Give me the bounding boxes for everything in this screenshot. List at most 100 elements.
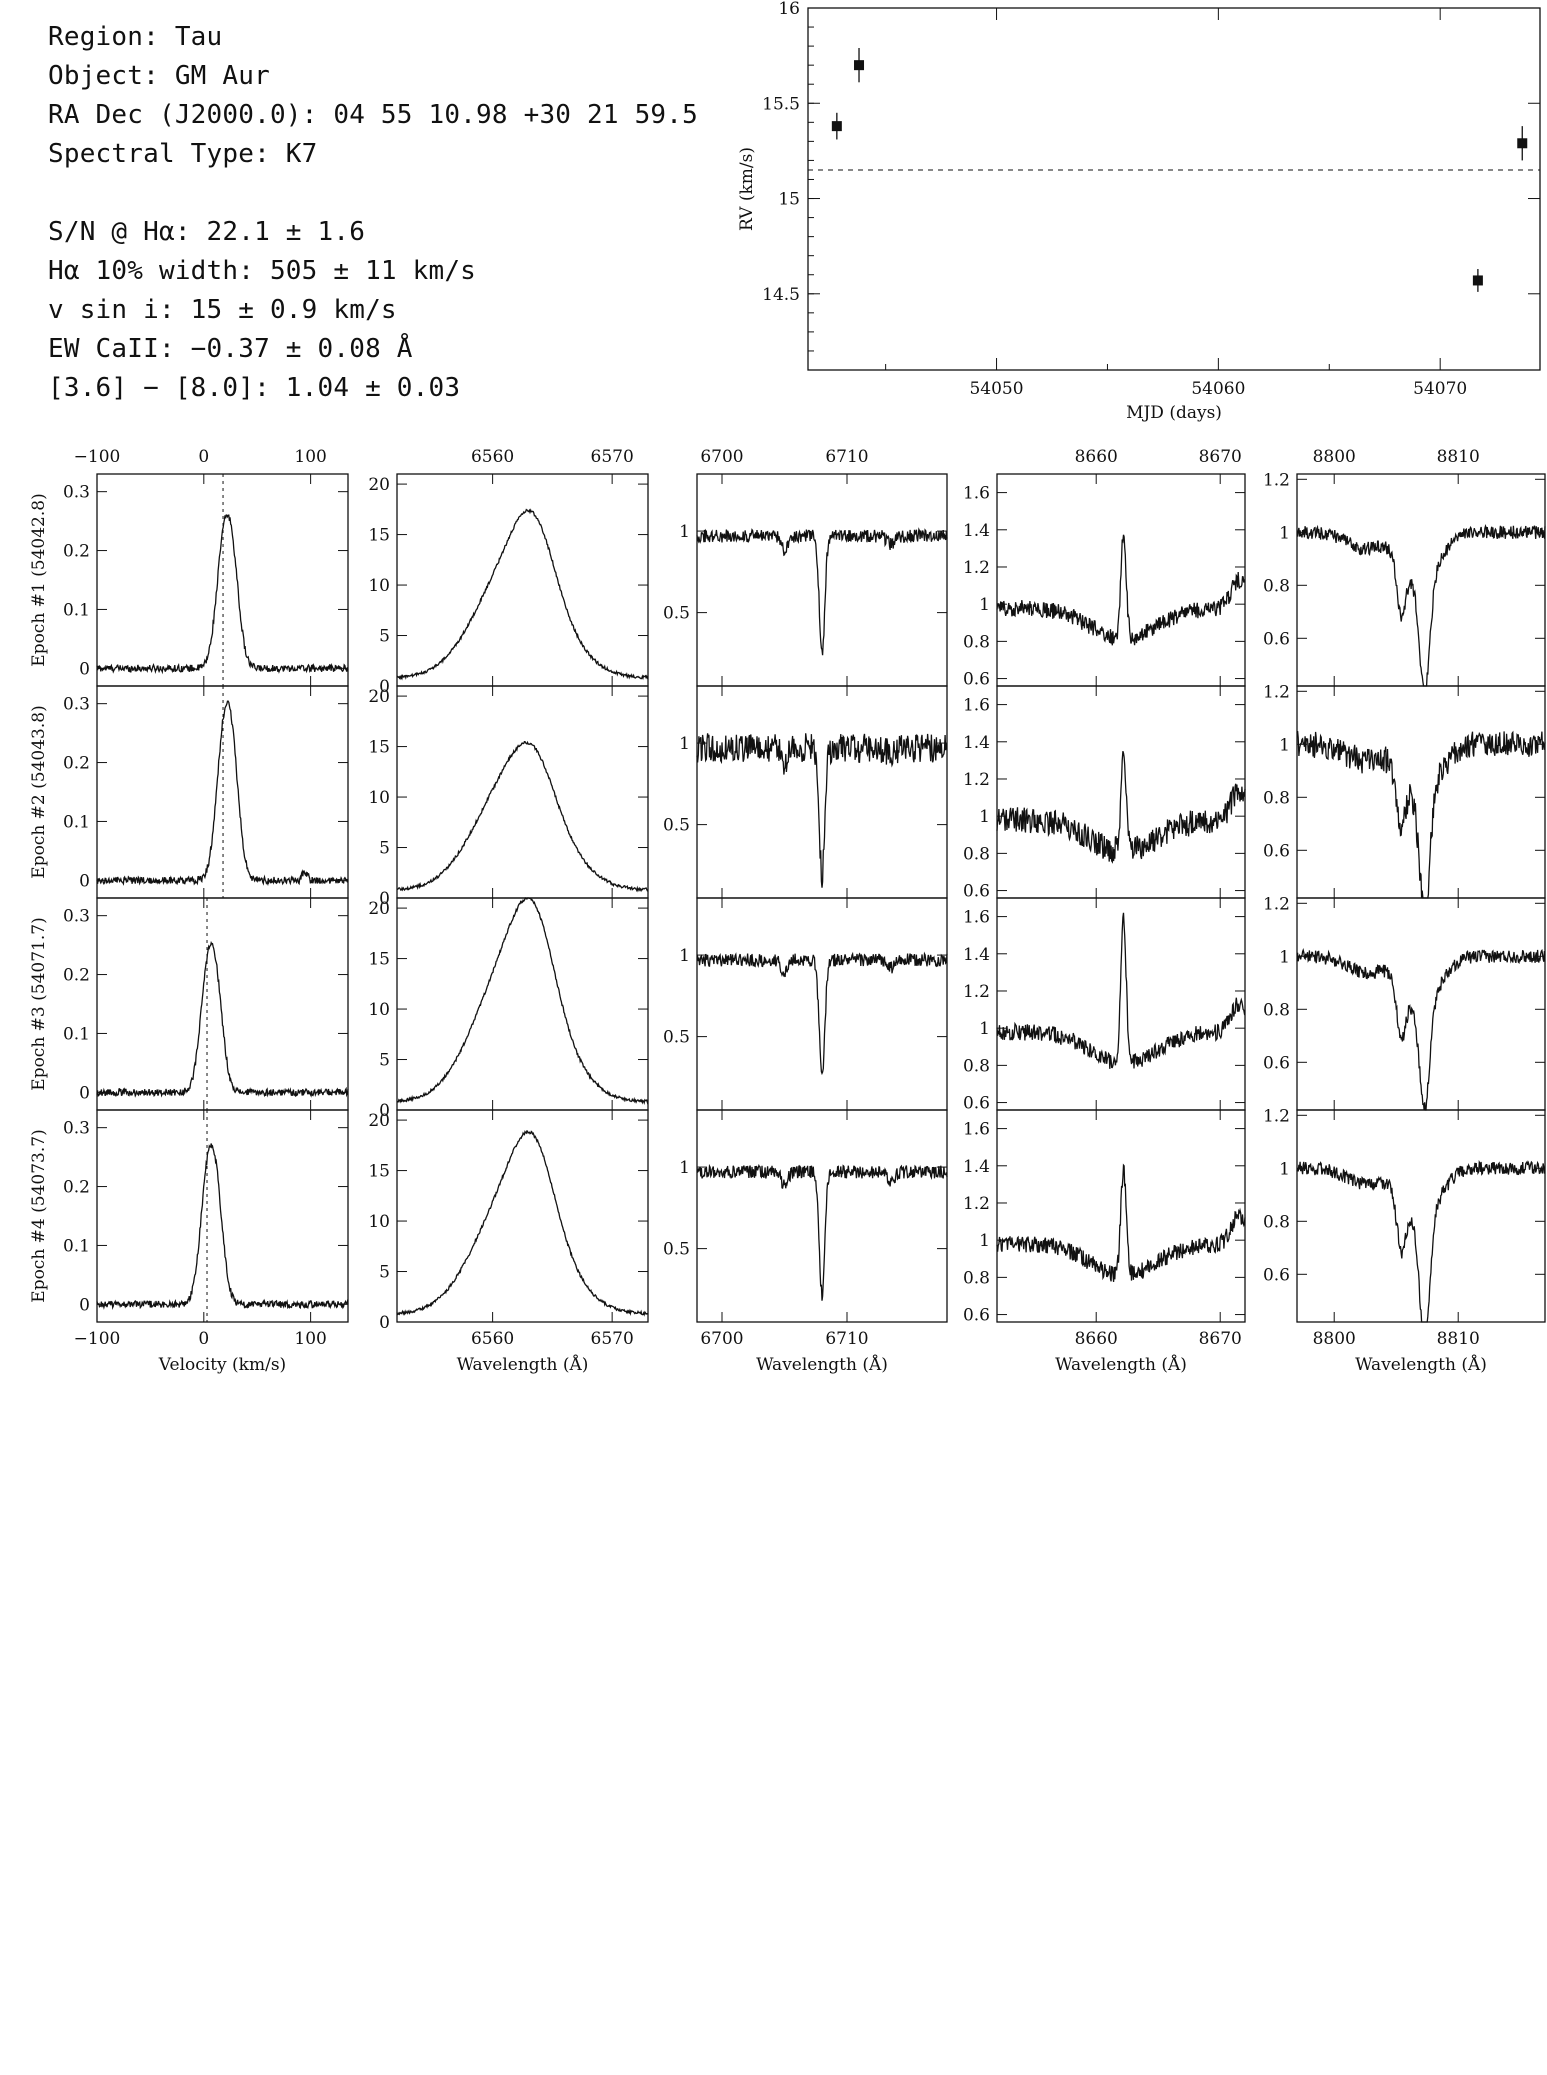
ca8807-ytick-label: 1.2: [1263, 894, 1290, 914]
ccf-frame-epoch-1: [96, 473, 349, 687]
epoch-label: Epoch #3 (54071.7): [29, 917, 49, 1090]
color-text: [3.6] − [8.0]: 1.04 ± 0.03: [48, 373, 461, 403]
rv-ytick-label: 15: [778, 190, 800, 210]
rv-point: [854, 60, 865, 71]
ccf-frame-epoch-3: [96, 897, 349, 1111]
ca8662-ytick-label: 1.2: [963, 982, 990, 1002]
halpha-frame-epoch-2: [396, 685, 649, 899]
ca8662-frame-epoch-3: [996, 897, 1246, 1111]
ccf-ytick-label: 0.3: [63, 483, 90, 503]
ew-caii-text: EW CaII: −0.37 ± 0.08 Å: [48, 334, 413, 364]
halpha-ytick-label: 5: [379, 1263, 390, 1283]
halpha-spectrum-epoch-2: [396, 740, 648, 893]
ccf-ytick-label: 0: [79, 1083, 90, 1103]
ca8807-frame-epoch-4: [1296, 1109, 1546, 1323]
ca8662-ytick-label: 1.2: [963, 558, 990, 578]
ccf-ytick-label: 0.2: [63, 966, 90, 986]
li-ytick-label: 1: [679, 522, 690, 542]
halpha-ytick-label: 5: [379, 839, 390, 859]
li-top-tick-label: 6700: [700, 447, 743, 467]
ccf-top-tick-label: 0: [198, 447, 209, 467]
ca8662-ytick-label: 1.4: [963, 945, 990, 965]
ca8662-bottom-tick-label: 8670: [1199, 1329, 1242, 1349]
ccf-xlabel: Velocity (km/s): [158, 1355, 286, 1375]
ccf-frame-epoch-4: [96, 1109, 349, 1323]
li-ytick-label: 1: [679, 946, 690, 966]
ccf-ytick-label: 0.3: [63, 907, 90, 927]
ca8807-ytick-label: 1: [1279, 523, 1290, 543]
halpha-ytick-label: 10: [368, 576, 390, 596]
ccf-ytick-label: 0: [79, 1295, 90, 1315]
halpha-ytick-label: 5: [379, 1051, 390, 1071]
ca8807-spectrum-epoch-4: [1296, 1159, 1546, 1323]
li-spectrum-epoch-4: [696, 1163, 948, 1301]
ccf-ytick-label: 0.1: [63, 1236, 90, 1256]
ccf-top-tick-label: 100: [294, 447, 326, 467]
li-ytick-label: 1: [679, 1158, 690, 1178]
halpha-ytick-label: 0: [379, 677, 390, 697]
halpha-spectrum-epoch-1: [396, 508, 649, 681]
ccf-ytick-label: 0.3: [63, 1119, 90, 1139]
halpha-ytick-label: 10: [368, 1212, 390, 1232]
sptype-text: Spectral Type: K7: [48, 139, 318, 169]
epoch-label: Epoch #4 (54073.7): [29, 1129, 49, 1302]
ca8807-ytick-label: 0.6: [1263, 1265, 1290, 1285]
ccf-bottom-tick-label: 100: [294, 1329, 326, 1349]
ccf-spectrum-epoch-1: [96, 514, 349, 675]
li-spectrum-epoch-1: [696, 527, 948, 656]
ca8807-spectrum-epoch-1: [1296, 523, 1546, 687]
ca8807-bottom-tick-label: 8800: [1313, 1329, 1356, 1349]
halpha-ytick-label: 20: [368, 899, 390, 919]
halpha-ytick-label: 5: [379, 627, 390, 647]
ca8662-top-tick-label: 8670: [1199, 447, 1242, 467]
ca8662-ytick-label: 1: [979, 1231, 990, 1251]
ca8662-top-tick-label: 8660: [1075, 447, 1118, 467]
ca8807-frame-epoch-2: [1296, 685, 1546, 899]
ca8662-ytick-label: 1: [979, 1019, 990, 1039]
ca8662-ytick-label: 1.6: [963, 696, 990, 716]
ccf-ytick-label: 0.1: [63, 1024, 90, 1044]
ca8807-ytick-label: 1: [1279, 735, 1290, 755]
ccf-ytick-label: 0: [79, 659, 90, 679]
li-frame-epoch-4: [696, 1109, 948, 1323]
ca8662-ytick-label: 1.6: [963, 484, 990, 504]
ca8662-ytick-label: 0.6: [963, 1306, 990, 1326]
ca8807-ytick-label: 0.8: [1263, 1212, 1290, 1232]
li-xlabel: Wavelength (Å): [756, 1354, 888, 1375]
ca8807-ytick-label: 0.8: [1263, 788, 1290, 808]
ca8662-ytick-label: 1: [979, 595, 990, 615]
rv-ytick-label: 15.5: [762, 94, 800, 114]
ca8662-ytick-label: 0.6: [963, 1094, 990, 1114]
ca8662-ytick-label: 1.4: [963, 1157, 990, 1177]
ha-width-text: Hα 10% width: 505 ± 11 km/s: [48, 256, 477, 286]
rv-ytick-label: 14.5: [762, 285, 800, 305]
halpha-ytick-label: 15: [368, 950, 390, 970]
ca8807-frame-epoch-1: [1296, 473, 1546, 687]
rv-point: [831, 121, 842, 132]
ca8662-spectrum-epoch-3: [996, 912, 1246, 1069]
ca8807-ytick-label: 1.2: [1263, 682, 1290, 702]
ccf-bottom-tick-label: 0: [198, 1329, 209, 1349]
halpha-ytick-label: 10: [368, 788, 390, 808]
ca8662-spectrum-epoch-2: [996, 751, 1246, 864]
rv-xtick-label: 54050: [969, 379, 1023, 399]
ca8662-ytick-label: 0.6: [963, 670, 990, 690]
halpha-ytick-label: 20: [368, 1111, 390, 1131]
halpha-ytick-label: 0: [379, 889, 390, 909]
ca8662-ytick-label: 1.4: [963, 733, 990, 753]
ccf-spectrum-epoch-3: [96, 940, 349, 1098]
rv-point: [1472, 275, 1483, 286]
halpha-spectrum-epoch-3: [396, 897, 649, 1106]
ccf-ytick-label: 0.2: [63, 542, 90, 562]
ccf-ytick-label: 0.1: [63, 812, 90, 832]
halpha-ytick-label: 0: [379, 1101, 390, 1121]
rv-ytick-label: 16: [778, 0, 800, 19]
ca8662-bottom-tick-label: 8660: [1075, 1329, 1118, 1349]
ca8662-spectrum-epoch-1: [996, 534, 1246, 646]
ccf-bottom-tick-label: −100: [74, 1329, 121, 1349]
ccf-ytick-label: 0.2: [63, 754, 90, 774]
vsini-text: v sin i: 15 ± 0.9 km/s: [48, 295, 397, 325]
li-ytick-label: 0.5: [663, 816, 690, 836]
ca8662-ytick-label: 0.8: [963, 1268, 990, 1288]
ca8807-ytick-label: 1.2: [1263, 470, 1290, 490]
